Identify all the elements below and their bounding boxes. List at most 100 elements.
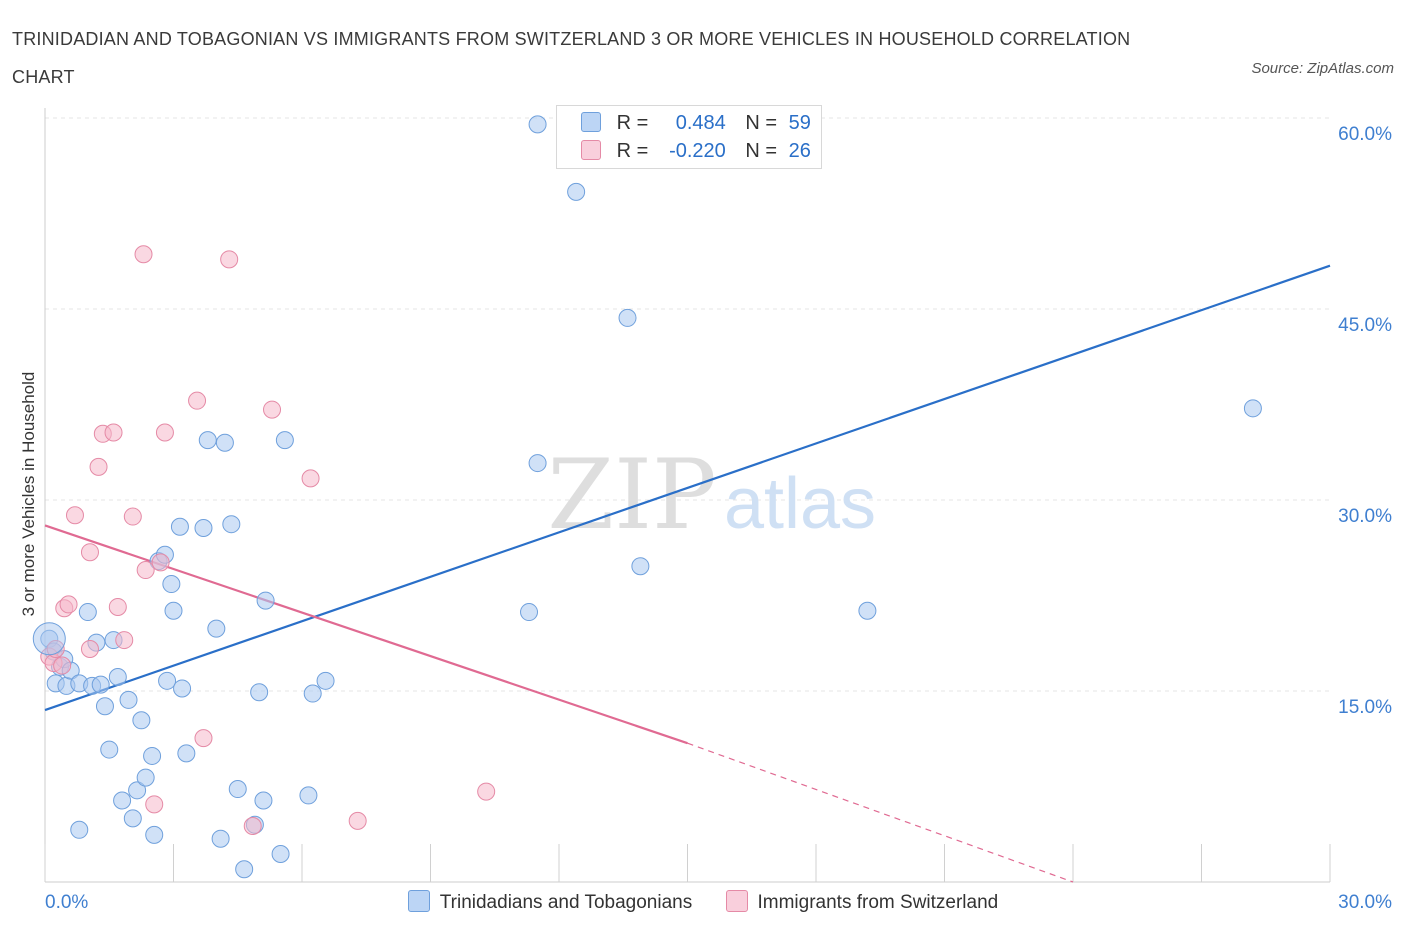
legend-label: Immigrants from Switzerland <box>757 892 999 913</box>
point-trinidadians <box>235 860 254 879</box>
watermark-zip: ZIP <box>547 439 716 551</box>
point-trinidadians <box>567 182 586 201</box>
legend-swatch-pink <box>581 140 601 160</box>
tick-labels: 15.0% 30.0% 45.0% 60.0% 0.0% 30.0% <box>45 124 1392 913</box>
point-trinidadians <box>164 601 183 620</box>
point-trinidadians <box>271 844 290 863</box>
r-value: -0.220 <box>669 140 726 162</box>
point-trinidadians <box>91 675 110 694</box>
point-trinidadians <box>211 829 230 848</box>
y-tick-label: 45.0% <box>1338 315 1392 336</box>
trend-line-switzerland-extension <box>687 742 1074 883</box>
point-switzerland <box>188 391 207 410</box>
point-switzerland <box>53 656 72 675</box>
point-switzerland <box>194 729 213 748</box>
point-trinidadians <box>528 115 547 134</box>
point-trinidadians <box>1243 399 1262 418</box>
y-tick-label: 30.0% <box>1338 506 1392 527</box>
point-trinidadians <box>215 433 234 452</box>
legend-swatch-pink <box>725 890 748 912</box>
chart-title: TRINIDADIAN AND TOBAGONIAN VS IMMIGRANTS… <box>12 29 1131 87</box>
point-trinidadians <box>100 740 119 759</box>
legend-swatch-blue <box>407 890 430 912</box>
point-trinidadians <box>228 780 247 799</box>
stats-legend-row-blue: R = 0.484 N = 59 <box>581 112 811 138</box>
point-trinidadians <box>275 431 294 450</box>
trend-line-switzerland <box>44 524 688 745</box>
stats-legend-row-pink: R = -0.220 N = 26 <box>581 140 811 166</box>
x-tick-label: 30.0% <box>1338 892 1392 913</box>
point-trinidadians <box>250 683 269 702</box>
point-switzerland <box>145 795 164 814</box>
point-trinidadians <box>108 667 127 686</box>
point-switzerland <box>348 811 367 830</box>
point-trinidadians <box>162 575 181 594</box>
x-tick-label: 0.0% <box>45 892 88 913</box>
point-switzerland <box>243 816 262 835</box>
point-trinidadians <box>520 603 539 622</box>
point-switzerland <box>115 631 134 650</box>
point-trinidadians <box>113 791 132 810</box>
point-trinidadians <box>170 517 189 536</box>
point-trinidadians <box>194 519 213 538</box>
point-trinidadians <box>198 431 217 450</box>
point-trinidadians <box>618 308 637 327</box>
point-trinidadians <box>207 619 226 638</box>
point-trinidadians <box>299 786 318 805</box>
point-switzerland <box>108 597 127 616</box>
point-trinidadians <box>303 684 322 703</box>
point-switzerland <box>263 400 282 419</box>
legend-item-switzerland: Immigrants from Switzerland <box>725 890 999 914</box>
axes <box>44 108 1331 883</box>
y-axis-label: 3 or more Vehicles in Household <box>19 372 38 617</box>
source-label: Source: ZipAtlas.com <box>1251 60 1394 77</box>
point-trinidadians <box>143 746 162 765</box>
point-trinidadians <box>222 515 241 534</box>
point-trinidadians <box>95 697 114 716</box>
trend-line-trinidadians <box>44 264 1331 712</box>
point-switzerland <box>136 561 155 580</box>
point-trinidadians <box>132 711 151 730</box>
point-trinidadians <box>173 679 192 698</box>
point-switzerland <box>155 423 174 442</box>
point-switzerland <box>134 245 153 264</box>
n-label: N = <box>745 140 778 162</box>
point-trinidadians <box>145 825 164 844</box>
point-trinidadians <box>70 820 89 839</box>
point-trinidadians <box>78 603 97 622</box>
data-points <box>32 115 1262 879</box>
legend-swatch-blue <box>581 112 601 132</box>
point-switzerland <box>80 543 99 562</box>
n-label: N = <box>745 112 778 134</box>
point-switzerland <box>104 423 123 442</box>
point-trinidadians <box>316 671 335 690</box>
gridlines <box>45 117 1330 692</box>
point-switzerland <box>59 595 78 614</box>
n-value: 26 <box>788 140 811 162</box>
point-trinidadians <box>858 601 877 620</box>
point-trinidadians <box>128 781 147 800</box>
point-trinidadians <box>119 690 138 709</box>
watermark-atlas: atlas <box>724 464 876 544</box>
legend-item-trinidadians: Trinidadians and Tobagonians <box>407 890 693 914</box>
n-value: 59 <box>788 112 811 134</box>
series-legend: Trinidadians and Tobagonians Immigrants … <box>0 890 1406 914</box>
point-switzerland <box>220 250 239 269</box>
point-trinidadians <box>631 557 650 576</box>
r-label: R = <box>616 112 649 134</box>
point-trinidadians <box>123 809 142 828</box>
point-switzerland <box>89 457 108 476</box>
point-trinidadians <box>158 671 177 690</box>
r-label: R = <box>616 140 649 162</box>
point-trinidadians <box>528 454 547 473</box>
point-trinidadians-large <box>32 622 66 656</box>
point-switzerland <box>123 507 142 526</box>
point-switzerland <box>301 469 320 488</box>
legend-label: Trinidadians and Tobagonians <box>439 892 693 913</box>
point-trinidadians <box>254 791 273 810</box>
stats-legend: R = 0.484 N = 59 R = -0.220 N = 26 <box>556 105 822 169</box>
point-trinidadians <box>177 744 196 763</box>
point-switzerland <box>151 553 170 572</box>
r-value: 0.484 <box>675 112 726 134</box>
